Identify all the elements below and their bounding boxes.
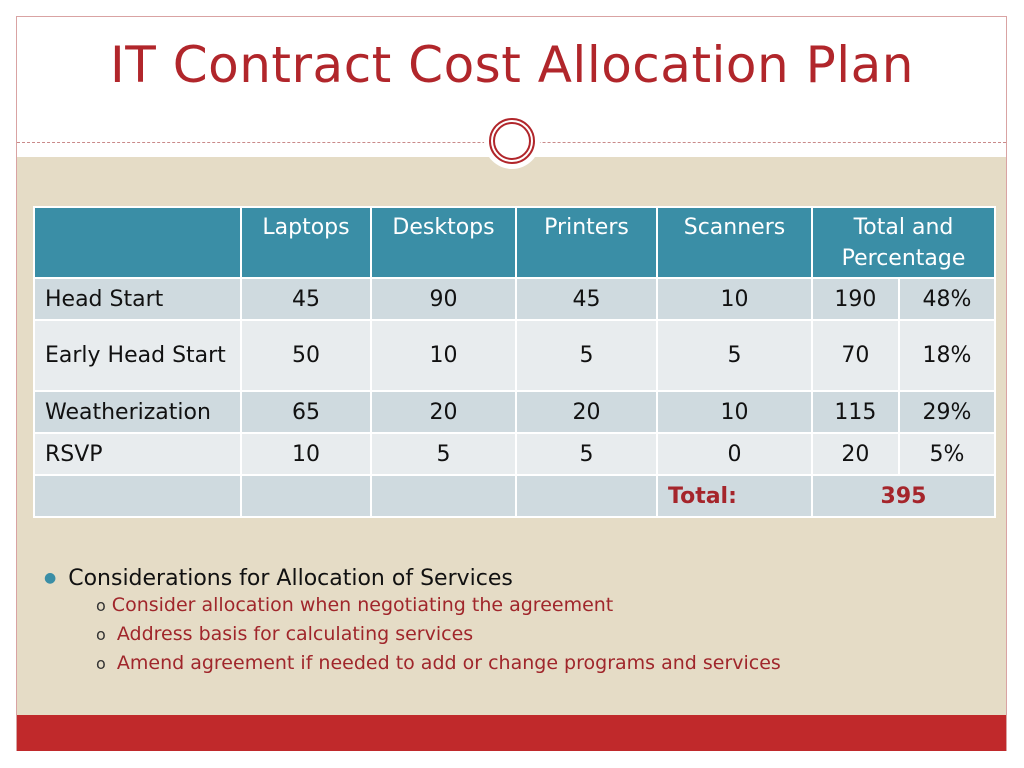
empty-cell [240,474,372,518]
cell-scanners: 10 [656,277,813,321]
circle-bullet-icon: o [96,596,106,615]
cell-laptops: 50 [240,319,372,392]
cell-laptops: 10 [240,432,372,476]
sub-bullet-text: Consider allocation when negotiating the… [111,594,614,616]
cell-total: 70 [811,319,900,392]
cell-label: RSVP [33,432,242,476]
header-total: Total and Percentage [811,206,996,279]
cell-label: Weatherization [33,390,242,434]
circle-bullet-icon: o [96,625,111,644]
table-row: Early Head Start 50 10 5 5 70 18% [33,319,997,392]
sub-bullet: o Amend agreement if needed to add or ch… [96,649,781,678]
bullet-list: ● Considerations for Allocation of Servic… [44,566,781,678]
cell-label: Early Head Start [33,319,242,392]
bullet-dot-icon: ● [44,570,57,586]
cell-desktops: 90 [370,277,517,321]
cell-printers: 5 [515,319,658,392]
cell-scanners: 0 [656,432,813,476]
sub-bullet-text: Amend agreement if needed to add or chan… [116,652,781,674]
cell-desktops: 20 [370,390,517,434]
table-row: RSVP 10 5 5 0 20 5% [33,432,997,476]
cell-total: 115 [811,390,900,434]
cell-printers: 20 [515,390,658,434]
slide-title: IT Contract Cost Allocation Plan [110,36,914,94]
cell-pct: 29% [897,390,997,434]
cell-printers: 45 [515,277,658,321]
sub-bullet: o Consider allocation when negotiating th… [96,591,781,620]
cell-laptops: 65 [240,390,372,434]
cell-laptops: 45 [240,277,372,321]
cell-label: Head Start [33,277,242,321]
header-scanners: Scanners [656,206,813,279]
cell-scanners: 5 [656,319,813,392]
cell-desktops: 10 [370,319,517,392]
total-label: Total: [656,474,813,518]
cell-pct: 18% [897,319,997,392]
header-printers: Printers [515,206,658,279]
empty-cell [33,474,242,518]
header-cell [33,206,242,279]
cell-total: 190 [811,277,900,321]
bullet-main: ● Considerations for Allocation of Servic… [44,566,781,591]
cell-scanners: 10 [656,390,813,434]
total-value: 395 [811,474,996,518]
empty-cell [370,474,517,518]
sub-bullet: o Address basis for calculating services [96,620,781,649]
header-row: Laptops Desktops Printers Scanners Total… [33,206,996,279]
bullet-text: Considerations for Allocation of Service… [68,566,513,591]
empty-cell [515,474,658,518]
cell-pct: 48% [897,277,997,321]
total-row: Total: 395 [33,474,996,518]
sub-bullet-text: Address basis for calculating services [116,623,474,645]
circle-ornament-icon [484,113,540,169]
header-desktops: Desktops [370,206,517,279]
circle-bullet-icon: o [96,654,111,673]
table-row: Head Start 45 90 45 10 190 48% [33,277,997,321]
cell-pct: 5% [897,432,997,476]
table-row: Weatherization 65 20 20 10 115 29% [33,390,997,434]
cell-desktops: 5 [370,432,517,476]
footer-bar [17,715,1006,751]
allocation-table: Laptops Desktops Printers Scanners Total… [33,206,997,518]
cell-total: 20 [811,432,900,476]
header-laptops: Laptops [240,206,372,279]
cell-printers: 5 [515,432,658,476]
